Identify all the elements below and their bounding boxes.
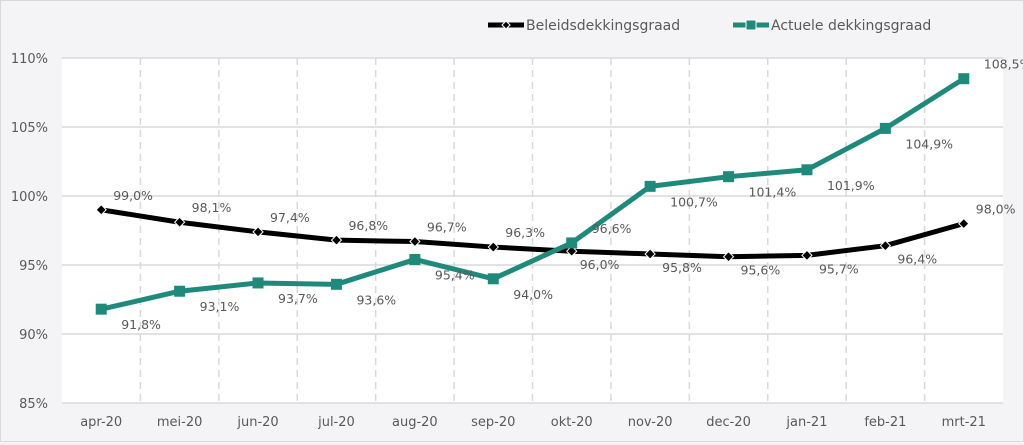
- x-tick-label: okt-20: [551, 415, 593, 430]
- data-point-marker: [566, 245, 578, 257]
- data-label: 97,4%: [270, 210, 310, 225]
- data-label: 96,7%: [427, 220, 467, 235]
- y-tick-label: 110%: [11, 52, 48, 67]
- data-point-marker: [95, 204, 107, 216]
- data-point-marker: [252, 277, 264, 289]
- data-label: 101,9%: [827, 178, 875, 193]
- data-point-marker: [958, 217, 970, 230]
- data-point-marker: [644, 248, 656, 260]
- data-label: 96,3%: [505, 225, 545, 240]
- data-label: 95,8%: [662, 260, 702, 275]
- x-tick-label: aug-20: [392, 415, 438, 430]
- data-point-marker: [252, 226, 264, 238]
- data-point-marker: [330, 278, 342, 290]
- x-tick-label: mrt-21: [942, 415, 986, 430]
- data-label: 98,1%: [192, 200, 232, 215]
- x-tick-label: jul-20: [317, 415, 355, 430]
- y-tick-label: 100%: [11, 190, 48, 205]
- data-label: 95,4%: [435, 267, 475, 282]
- x-tick-label: sep-20: [471, 415, 515, 430]
- data-point-marker: [722, 251, 735, 263]
- data-label: 94,0%: [513, 287, 553, 302]
- data-point-marker: [566, 237, 578, 249]
- x-tick-label: dec-20: [706, 415, 751, 430]
- data-label: 101,4%: [749, 185, 797, 200]
- data-label: 104,9%: [905, 136, 953, 151]
- data-point-marker: [644, 180, 656, 192]
- data-point-marker: [723, 171, 735, 183]
- data-point-marker: [409, 235, 421, 248]
- data-label: 100,7%: [670, 194, 718, 209]
- x-tick-label: apr-20: [80, 415, 122, 430]
- data-label: 96,8%: [348, 218, 388, 233]
- data-point-marker: [801, 164, 813, 176]
- data-point-marker: [879, 239, 892, 252]
- data-label: 95,7%: [819, 261, 859, 276]
- series-line-actuele: [100, 76, 966, 312]
- x-tick-label: feb-21: [864, 415, 906, 430]
- data-label: 93,1%: [200, 299, 240, 314]
- data-point-marker: [330, 234, 343, 246]
- data-point-marker: [801, 249, 813, 262]
- x-tick-label: jan-21: [785, 415, 827, 430]
- data-point-marker: [174, 285, 186, 297]
- legend-label: Beleidsdekkingsgraad: [526, 18, 680, 34]
- y-tick-label: 105%: [11, 121, 48, 136]
- data-point-marker: [879, 122, 891, 134]
- x-tick-label: mei-20: [157, 415, 203, 430]
- data-label: 93,6%: [356, 292, 396, 307]
- y-tick-label: 95%: [19, 259, 48, 274]
- data-label: 95,6%: [741, 263, 781, 278]
- legend-label: Actuele dekkingsgraad: [771, 18, 931, 34]
- data-label: 93,7%: [278, 291, 318, 306]
- data-point-marker: [958, 73, 970, 85]
- data-label: 96,4%: [897, 252, 937, 267]
- data-label: 108,5%: [984, 57, 1023, 72]
- y-tick-label: 85%: [19, 397, 48, 412]
- data-label: 96,0%: [580, 257, 620, 272]
- legend-square-icon: [745, 19, 757, 31]
- data-label: 96,6%: [592, 221, 632, 236]
- data-point-marker: [409, 253, 421, 265]
- data-label: 98,0%: [976, 202, 1016, 217]
- data-point-marker: [173, 216, 186, 228]
- legend-diamond-icon: [501, 20, 511, 30]
- data-point-marker: [487, 273, 499, 285]
- data-point-marker: [487, 241, 499, 253]
- y-tick-label: 90%: [19, 328, 48, 343]
- series-line-beleids: [100, 207, 965, 260]
- data-point-marker: [95, 303, 107, 315]
- data-label: 99,0%: [113, 188, 153, 203]
- data-label: 91,8%: [121, 317, 161, 332]
- x-tick-label: jun-20: [236, 415, 278, 430]
- x-tick-label: nov-20: [628, 415, 673, 430]
